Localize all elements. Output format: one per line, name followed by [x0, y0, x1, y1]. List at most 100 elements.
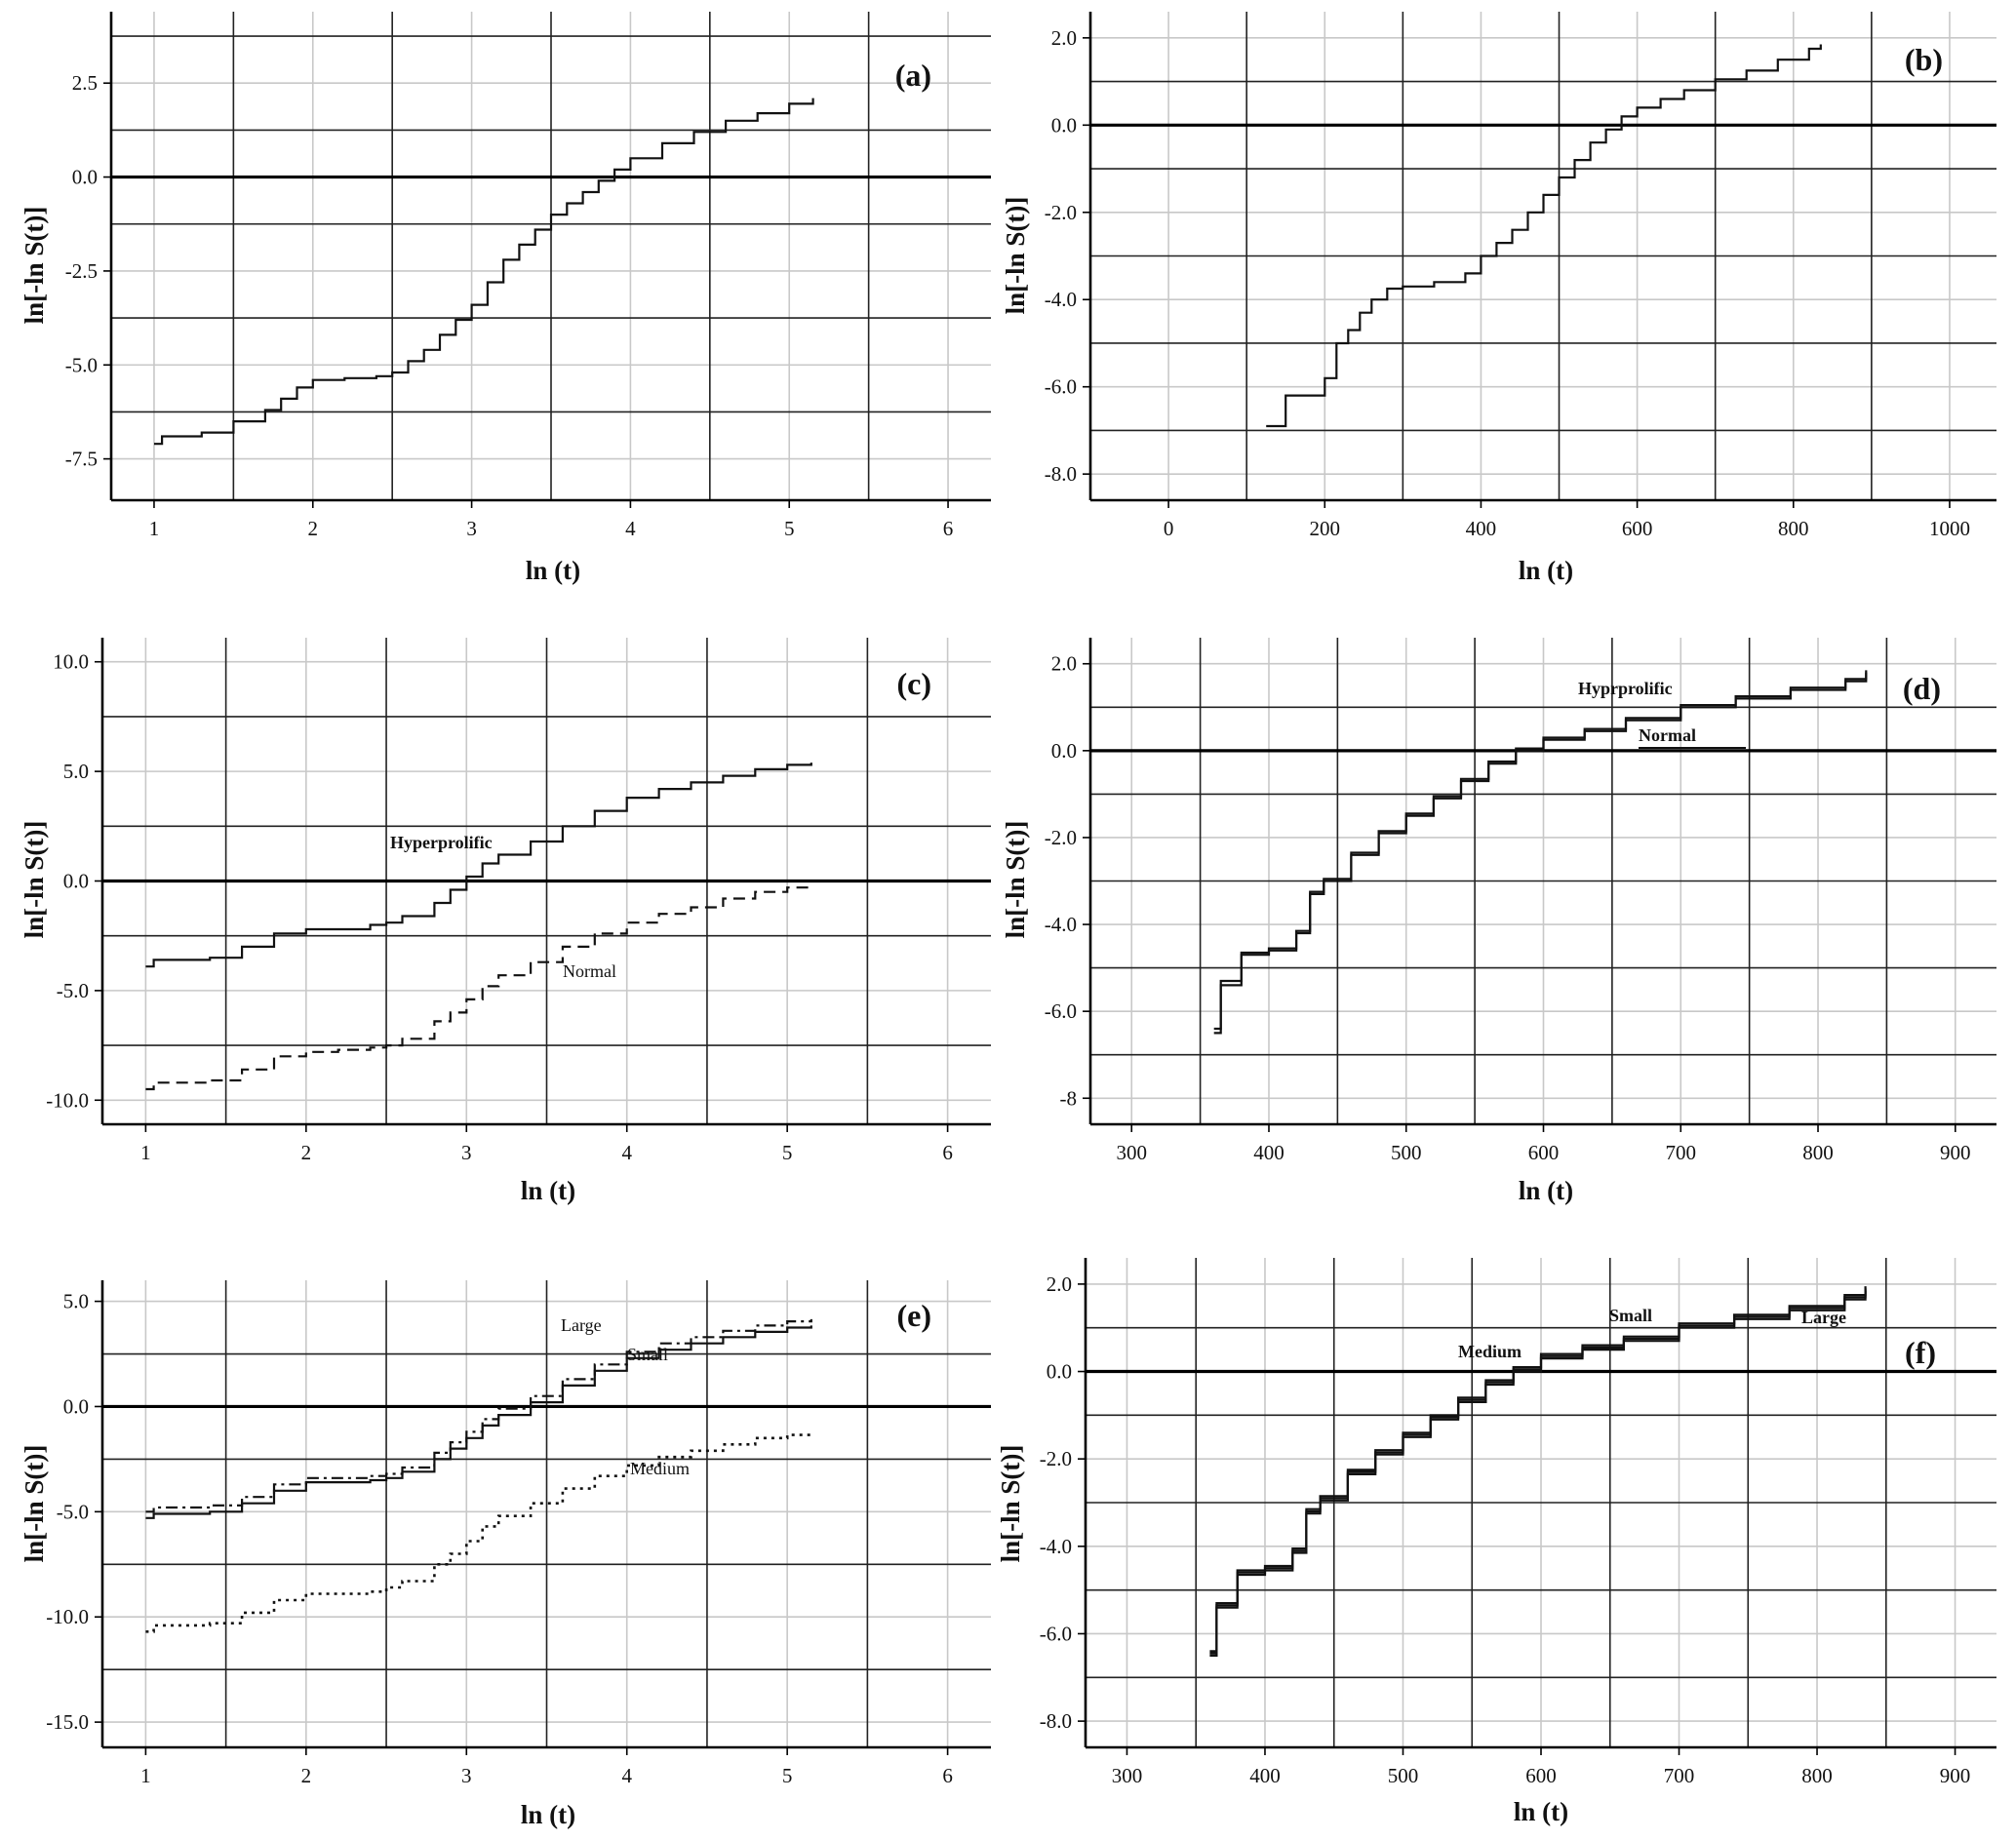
panel-a: 1 2 3 4 5 6 2.5 0.0 -2.5 -5.0 -7.5 (a) ln (t) ln[-… [20, 12, 991, 585]
plot-e [145, 1318, 813, 1633]
panel-label-f: (f) [1905, 1335, 1936, 1370]
series-line-normal [1213, 670, 1868, 1031]
x-tick-label: 800 [1802, 1141, 1834, 1164]
series-line-large [145, 1318, 812, 1513]
y-tick-label: 5.0 [63, 760, 89, 783]
grid-c [102, 638, 991, 1124]
grid-f [1086, 1258, 1996, 1747]
y-tick-label: 0.0 [1051, 113, 1077, 137]
x-tick-label: 0 [1164, 517, 1174, 540]
panel-label-d: (d) [1903, 671, 1941, 706]
x-tick-label: 600 [1525, 1764, 1557, 1787]
y-tick-label: 0.0 [1051, 739, 1077, 763]
y-axis-label-e: ln[-ln S(t)] [20, 1445, 49, 1563]
annotation-hyperprolific-c: Hyperprolific [390, 833, 493, 852]
y-tick-label: -10.0 [46, 1605, 89, 1628]
x-tick-label: 600 [1528, 1141, 1560, 1164]
x-tick-label: 6 [942, 1764, 953, 1787]
annotation-medium-e: Medium [630, 1459, 690, 1478]
series-line-hyprprolific [1213, 672, 1868, 1035]
x-axis-label-c: ln (t) [521, 1176, 575, 1205]
x-tick-label: 1000 [1929, 517, 1970, 540]
x-tick-label: 5 [782, 1764, 793, 1787]
grid-e [102, 1280, 991, 1747]
y-axis-label-a: ln[-ln S(t)] [20, 207, 49, 325]
y-tick-label: 2.0 [1051, 652, 1077, 676]
y-tick-label: -6.0 [1045, 375, 1077, 399]
x-tick-label: 900 [1940, 1141, 1971, 1164]
y-tick-label: 0.0 [72, 166, 98, 189]
y-tick-label: 2.5 [72, 71, 98, 95]
series-line-hyperprolific [145, 763, 812, 968]
x-tick-label: 1 [140, 1141, 151, 1164]
x-tick-label: 1 [149, 517, 160, 540]
x-tick-label: 4 [621, 1141, 632, 1164]
x-tick-label: 600 [1622, 517, 1653, 540]
y-tick-label: 10.0 [53, 650, 89, 674]
x-tick-label: 6 [942, 1141, 953, 1164]
ticks-f: 300 400 500 600 700 800 900 2.0 0.0 -2.0 -4.0 -6.0 -… [1040, 1258, 1996, 1787]
y-axis-label-b: ln[-ln S(t)] [1001, 197, 1030, 315]
y-tick-label: -4.0 [1040, 1535, 1072, 1558]
y-tick-label: -5.0 [57, 979, 89, 1002]
x-tick-label: 300 [1116, 1141, 1147, 1164]
plot-d [1213, 670, 1868, 1035]
x-tick-label: 4 [621, 1764, 632, 1787]
x-tick-label: 3 [461, 1764, 472, 1787]
ticks-b: 0 200 400 600 800 1000 2.0 0.0 -2.0 -4.0 -6.0 -8.0 [1045, 12, 1996, 540]
series-line-medium [1209, 1288, 1867, 1655]
annotation-normal-c: Normal [563, 961, 616, 981]
annotation-small-e: Small [627, 1345, 668, 1364]
ticks-d: 300 400 500 600 700 800 900 2.0 0.0 -2.0 -4.0 -6.0 -… [1045, 638, 1996, 1164]
y-axis-label-d: ln[-ln S(t)] [1001, 821, 1030, 939]
x-axis-label-a: ln (t) [526, 556, 580, 585]
x-axis-label-d: ln (t) [1519, 1176, 1573, 1205]
y-tick-label: -7.5 [65, 448, 98, 471]
x-tick-label: 5 [784, 517, 795, 540]
series-line-normal [145, 885, 812, 1091]
x-tick-label: 4 [625, 517, 636, 540]
y-tick-label: -8.0 [1045, 462, 1077, 486]
x-axis-label-e: ln (t) [521, 1800, 575, 1829]
x-tick-label: 2 [301, 1764, 312, 1787]
y-tick-label: -2.0 [1040, 1447, 1072, 1470]
x-tick-label: 3 [461, 1141, 472, 1164]
y-tick-label: 0.0 [1047, 1360, 1072, 1384]
y-tick-label: -5.0 [57, 1500, 89, 1523]
y-tick-label: 0.0 [63, 870, 89, 893]
panel-label-b: (b) [1905, 42, 1943, 77]
x-tick-label: 800 [1801, 1764, 1833, 1787]
ticks-a: 1 2 3 4 5 6 2.5 0.0 -2.5 -5.0 -7.5 [65, 12, 991, 540]
x-tick-label: 700 [1664, 1764, 1695, 1787]
annotation-medium-f: Medium [1458, 1342, 1522, 1361]
ticks-e: 1 2 3 4 5 6 5.0 0.0 -5.0 -10.0 -15.0 [46, 1280, 991, 1787]
x-tick-label: 800 [1778, 517, 1809, 540]
panel-c: 1 2 3 4 5 6 10.0 5.0 0.0 -5.0 -10.0 (c) Hyperproli… [20, 638, 991, 1205]
y-tick-label: -2.0 [1045, 201, 1077, 224]
plot-c [145, 763, 812, 1091]
x-tick-label: 6 [943, 517, 954, 540]
x-tick-label: 300 [1112, 1764, 1143, 1787]
x-tick-label: 700 [1666, 1141, 1697, 1164]
y-tick-label: -10.0 [46, 1088, 89, 1112]
x-tick-label: 5 [782, 1141, 793, 1164]
x-tick-label: 500 [1391, 1141, 1422, 1164]
x-tick-label: 400 [1466, 517, 1497, 540]
panel-label-e: (e) [896, 1298, 931, 1333]
annotation-small-f: Small [1609, 1306, 1652, 1325]
x-axis-label-b: ln (t) [1519, 556, 1573, 585]
annotation-large-e: Large [561, 1315, 602, 1335]
x-tick-label: 1 [140, 1764, 151, 1787]
annotation-normal-d: Normal [1639, 725, 1696, 745]
panel-d: 300 400 500 600 700 800 900 2.0 0.0 -2.0 -4.0 -6.0 -… [1001, 638, 1996, 1205]
series-line-small [1209, 1290, 1867, 1657]
y-tick-label: -2.5 [65, 259, 98, 283]
ticks-c: 1 2 3 4 5 6 10.0 5.0 0.0 -5.0 -10.0 [46, 638, 991, 1164]
y-tick-label: -4.0 [1045, 913, 1077, 936]
x-axis-label-f: ln (t) [1514, 1797, 1568, 1826]
series-line-main [154, 98, 814, 446]
y-tick-label: -6.0 [1040, 1622, 1072, 1645]
annotation-large-f: Large [1801, 1308, 1846, 1327]
y-tick-label: 2.0 [1051, 26, 1077, 50]
